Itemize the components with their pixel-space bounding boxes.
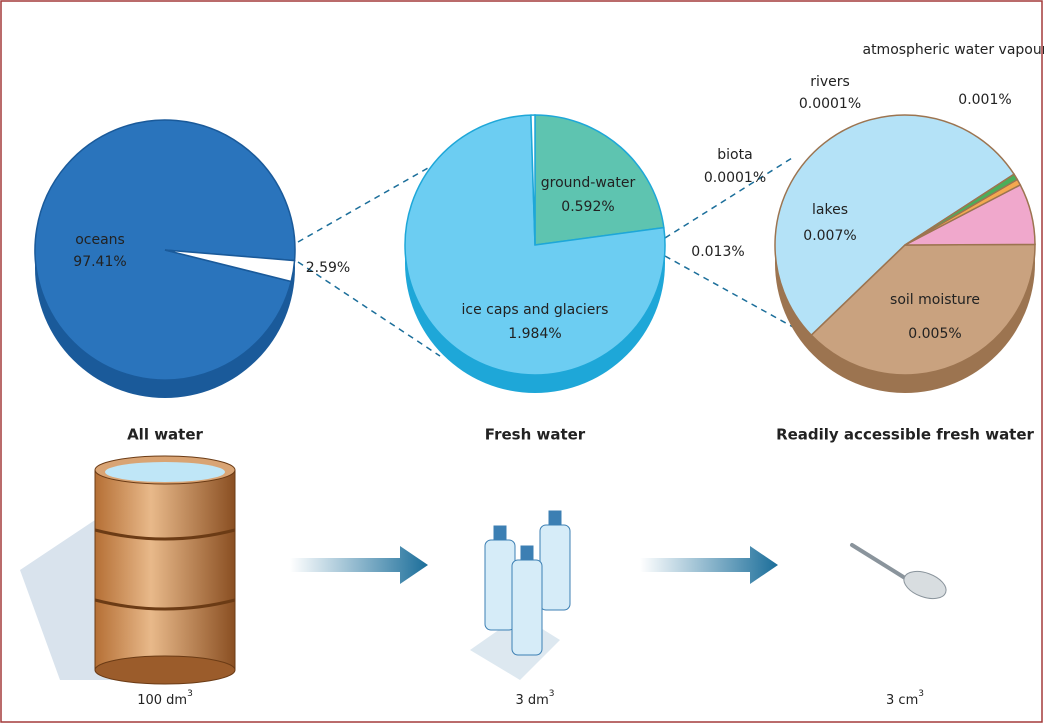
connectors — [297, 157, 803, 357]
value-label: 0.005% — [908, 326, 961, 342]
slice-label: ice caps and glaciers — [462, 302, 609, 318]
connector — [297, 167, 429, 243]
pie-slice — [810, 243, 1036, 376]
value-label: 0.0001% — [704, 170, 766, 186]
slice-label: rivers — [810, 74, 850, 90]
chart-title: All water — [127, 426, 203, 444]
slice-label: ground-water — [541, 175, 636, 191]
value-label: 97.41% — [73, 254, 126, 270]
pie-slice — [904, 173, 1019, 246]
volume-exponent: 3 — [549, 689, 555, 699]
barrel-icon — [20, 455, 236, 685]
spoon-icon — [850, 543, 947, 600]
slice-label: biota — [717, 147, 752, 163]
value-label: 0.001% — [958, 92, 1011, 108]
volume-exponent: 3 — [918, 689, 924, 699]
arrows — [290, 546, 778, 584]
slice-label: lakes — [812, 202, 848, 218]
value-label: 0.0001% — [799, 96, 861, 112]
slice-label: oceans — [75, 232, 125, 248]
volume-exponent: 3 — [187, 689, 193, 699]
chart-title: Fresh water — [485, 426, 586, 444]
volume: 3 cm — [886, 693, 918, 708]
volume: 100 dm — [137, 693, 187, 708]
value-label: 0.007% — [803, 228, 856, 244]
value-label: 0.592% — [561, 199, 614, 215]
volume: 3 dm — [515, 693, 548, 708]
volume-label: 3 cm3 — [886, 689, 924, 708]
pie-slice — [164, 249, 296, 283]
connector — [664, 255, 803, 333]
volume-label: 3 dm3 — [515, 689, 554, 708]
chart-title: Readily accessible fresh water — [776, 426, 1034, 444]
pie-slice — [774, 114, 1016, 337]
pie-slice — [530, 114, 536, 246]
bottles-icon — [470, 510, 571, 680]
value-label: 0.013% — [691, 244, 744, 260]
slice-label: atmospheric water vapour — [862, 42, 1044, 58]
arrow — [640, 546, 778, 584]
volume-label: 100 dm3 — [137, 689, 193, 708]
connector — [664, 157, 793, 239]
value-label: 1.984% — [508, 326, 561, 342]
value-label: 2.59% — [306, 260, 350, 276]
pie-slice — [534, 114, 665, 246]
slice-label: soil moisture — [890, 292, 980, 308]
arrow — [290, 546, 428, 584]
